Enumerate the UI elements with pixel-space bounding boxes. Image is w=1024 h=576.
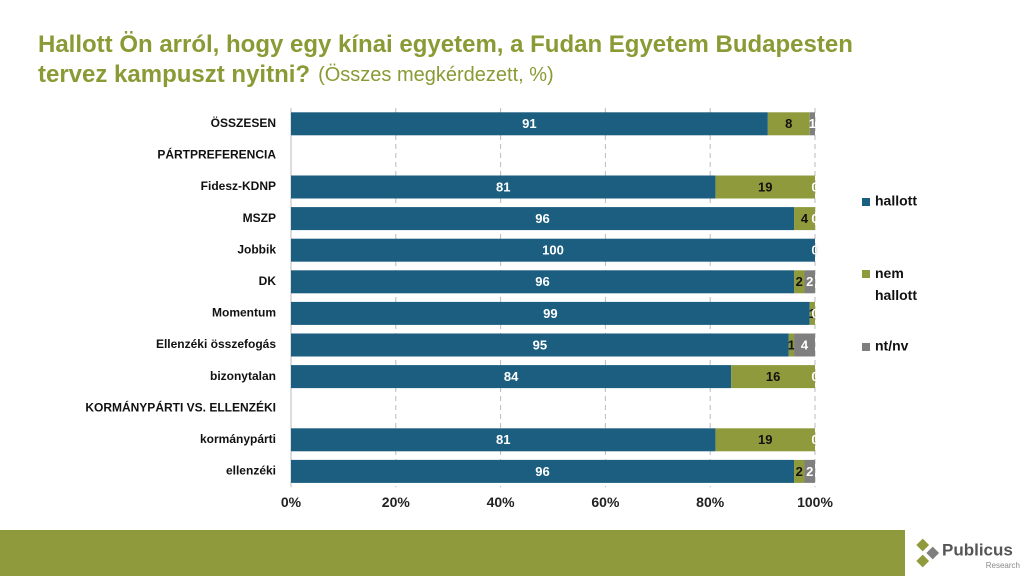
logo-sub: Research	[986, 561, 1020, 570]
data-label: 0	[811, 211, 818, 226]
y-tick-label: kormánypárti	[200, 432, 276, 446]
logo-icon	[926, 546, 940, 560]
legend-label: nem hallott	[875, 265, 917, 303]
data-label: 0	[811, 179, 818, 194]
data-label: 19	[758, 432, 772, 447]
y-tick-label: MSZP	[243, 211, 276, 225]
legend-label: hallott	[875, 193, 917, 209]
data-label: 19	[758, 179, 772, 194]
bar-segment	[731, 365, 815, 389]
y-tick-label: PÁRTPREFERENCIA	[157, 147, 276, 162]
data-label: 2	[796, 274, 803, 289]
data-label: 96	[535, 274, 549, 289]
bar-segment	[809, 112, 815, 136]
y-tick-label: Fidesz-KDNP	[201, 179, 276, 193]
bar-segment	[291, 365, 732, 389]
bar-segment	[809, 301, 815, 325]
x-tick-label: 60%	[591, 494, 620, 510]
data-label: 1	[809, 306, 816, 321]
logo: Publicus Research	[916, 538, 1020, 570]
legend-swatch	[862, 270, 870, 278]
data-label: 16	[766, 369, 780, 384]
data-label: 100	[542, 243, 564, 258]
logo-name: Publicus	[942, 540, 1013, 559]
chart-subtitle: (Összes megkérdezett, %)	[318, 64, 554, 86]
data-label: 2	[796, 464, 803, 479]
y-tick-label: Ellenzéki összefogás	[156, 337, 276, 351]
x-tick-label: 20%	[382, 494, 411, 510]
data-label: 2	[806, 464, 813, 479]
bar-segment	[804, 270, 815, 294]
title-line: Hallott Ön arról, hogy egy kínai egyetem…	[38, 31, 853, 58]
data-label: 1	[788, 337, 795, 352]
bar-segment	[794, 459, 805, 483]
bar-segment	[291, 238, 815, 262]
legend-label-line: nem	[875, 265, 904, 281]
chart-title: Hallott Ön arról, hogy egy kínai egyetem…	[38, 31, 853, 88]
bar-segment	[804, 459, 815, 483]
bar-segment	[794, 207, 815, 231]
data-label: 0	[811, 243, 818, 258]
y-tick-label: KORMÁNYPÁRTI VS. ELLENZÉKI	[85, 399, 276, 414]
data-label: 0	[811, 243, 818, 258]
data-label: 81	[496, 179, 510, 194]
footer-band	[0, 530, 905, 576]
x-tick-label: 100%	[797, 494, 833, 510]
data-label: 96	[535, 464, 549, 479]
data-label: 4	[801, 337, 809, 352]
bar-segment	[794, 333, 815, 357]
data-label: 0	[811, 306, 818, 321]
data-label: 8	[785, 116, 792, 131]
bar-segment	[715, 428, 815, 452]
data-label: 96	[535, 211, 549, 226]
bar-segment	[767, 112, 810, 136]
legend-swatch	[862, 198, 870, 206]
data-label: 95	[533, 337, 547, 352]
data-label: 2	[806, 274, 813, 289]
data-label: 1	[809, 116, 816, 131]
legend-label-line: hallott	[875, 287, 917, 303]
data-label: 4	[801, 211, 809, 226]
y-tick-label: ÖSSZESEN	[211, 115, 276, 130]
bar-segment	[715, 175, 815, 199]
legend-label: nt/nv	[875, 338, 909, 354]
data-label: 91	[522, 116, 536, 131]
bar-segment	[291, 333, 789, 357]
bar-segment	[291, 207, 795, 231]
data-label: 81	[496, 432, 510, 447]
bar-segment	[291, 112, 768, 136]
x-tick-label: 0%	[281, 494, 302, 510]
data-label: 0	[811, 432, 818, 447]
x-tick-label: 80%	[696, 494, 725, 510]
legend-swatch	[862, 343, 870, 351]
bar-segment	[291, 301, 810, 325]
logo-icon	[916, 538, 930, 552]
y-tick-label: ellenzéki	[226, 464, 276, 478]
bar-segment	[291, 459, 795, 483]
title-line: tervez kampuszt nyitni?	[38, 61, 310, 88]
logo-icon	[916, 554, 930, 568]
bar-segment	[291, 270, 795, 294]
y-tick-label: Jobbik	[237, 242, 276, 256]
bar-segment	[291, 175, 716, 199]
bar-segment	[291, 428, 716, 452]
bar-segment	[788, 333, 795, 357]
y-tick-label: DK	[259, 274, 277, 288]
y-tick-label: bizonytalan	[210, 369, 276, 383]
bar-segment	[794, 270, 805, 294]
data-label: 84	[504, 369, 519, 384]
y-tick-label: Momentum	[212, 306, 276, 320]
data-label: 0	[811, 369, 818, 384]
data-label: 99	[543, 306, 557, 321]
x-tick-label: 40%	[487, 494, 516, 510]
